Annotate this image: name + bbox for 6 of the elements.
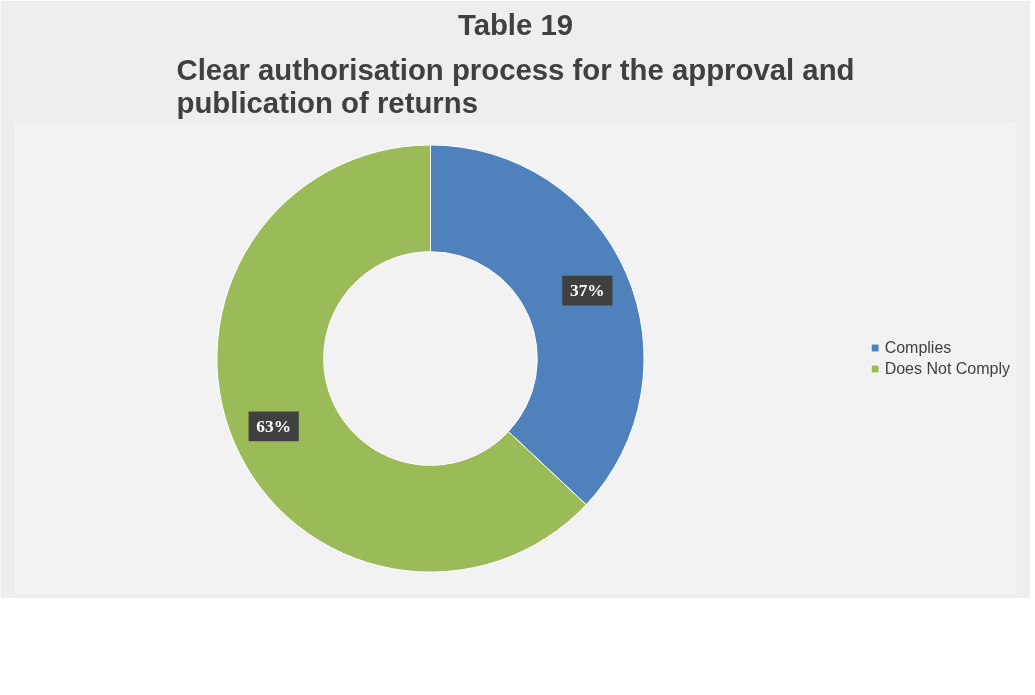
legend-label: Complies bbox=[884, 338, 952, 357]
data-label: 63% bbox=[256, 416, 292, 436]
data-label: 37% bbox=[569, 281, 605, 301]
chart-title: Table 19 bbox=[457, 7, 574, 41]
chart-subtitle: Clear authorisation process for the approval and publication of returns bbox=[176, 52, 855, 119]
legend-label: Does Not Comply bbox=[884, 359, 1010, 378]
